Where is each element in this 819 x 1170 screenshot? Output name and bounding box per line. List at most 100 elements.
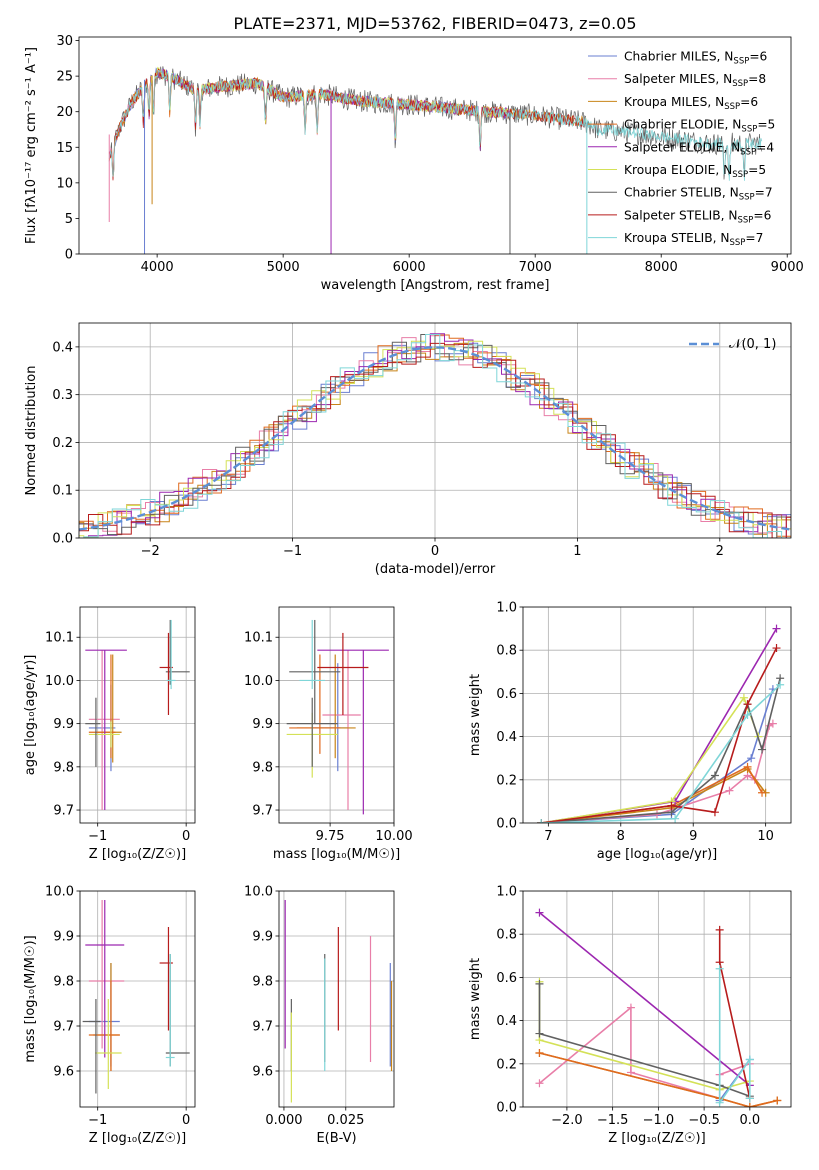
- weight-series: [540, 647, 778, 823]
- weight-series: [539, 1052, 778, 1107]
- weight-marker: [743, 700, 752, 709]
- y-tick-label: 9.9: [53, 930, 74, 945]
- y-axis-label: Flux [fλ10⁻¹⁷ erg cm⁻² s⁻¹ A⁻¹]: [24, 47, 39, 244]
- y-tick-label: 0: [65, 248, 73, 263]
- chart-age-vs-mass: 9.75 10.00 9.7 9.8 9.9 10.0 10.1 mass [log₁₀(M/…: [244, 606, 413, 862]
- weight-marker: [768, 719, 777, 728]
- x-axis-label: Z [log₁₀(Z/Z☉)]: [89, 1131, 186, 1146]
- x-tick-label: 9.75: [316, 829, 345, 844]
- y-axis-label: age [log₁₀(age/yr)]: [23, 655, 38, 776]
- y-tick-label: 10.0: [244, 674, 273, 689]
- weight-marker: [710, 771, 719, 780]
- x-tick-label: 6000: [393, 260, 426, 275]
- weight-marker: [535, 1029, 544, 1038]
- weight-marker: [715, 1098, 724, 1107]
- y-tick-label: 9.8: [53, 760, 74, 775]
- weight-marker: [535, 1079, 544, 1088]
- x-tick-label: 0.000: [265, 1113, 302, 1128]
- y-tick-label: 10.0: [45, 885, 74, 900]
- histogram-series: [79, 334, 791, 538]
- weight-series: [718, 968, 751, 1106]
- normal-curve: [79, 346, 791, 531]
- legend-label: Salpeter STELIB, NSSP=6: [624, 208, 771, 225]
- y-tick-label: 9.6: [53, 1065, 74, 1080]
- x-tick-label: 0: [182, 1113, 190, 1128]
- y-tick-label: 9.8: [53, 975, 74, 990]
- y-tick-label: 10.0: [45, 674, 74, 689]
- y-tick-label: 10.0: [244, 885, 273, 900]
- x-tick-label: 8: [617, 829, 625, 844]
- y-axis-label: mass weight: [468, 958, 483, 1040]
- chart-residuals: −2 −1 0 1 2 0.0 0.1 0.2 0.3 0.4 (data-model)/error…: [24, 322, 792, 577]
- x-tick-label: 8000: [645, 260, 678, 275]
- y-tick-label: 0.2: [52, 436, 73, 451]
- x-tick-label: −1.0: [643, 1113, 675, 1128]
- y-axis-label: Normed distribution: [24, 366, 39, 496]
- weight-series: [541, 684, 781, 823]
- weight-marker: [758, 745, 767, 754]
- data-point: [166, 619, 176, 690]
- weight-marker: [710, 808, 719, 817]
- x-tick-label: 0.0: [739, 1113, 760, 1128]
- weight-marker: [745, 1103, 754, 1107]
- data-point: [88, 721, 120, 748]
- axes-frame: [278, 606, 395, 824]
- spectrum-legend: Chabrier MILES, NSSP=6 Salpeter MILES, NS…: [588, 50, 775, 248]
- y-tick-label: 5: [65, 212, 73, 227]
- weight-marker: [626, 1003, 635, 1012]
- data-point: [296, 654, 356, 759]
- weight-marker: [772, 644, 781, 653]
- y-tick-label: 0.3: [52, 388, 73, 403]
- weight-marker: [745, 1055, 754, 1064]
- axes-frame: [79, 606, 196, 824]
- spectrum-line: [108, 66, 763, 180]
- legend-label: 𝒩(0, 1): [729, 337, 776, 352]
- y-tick-label: 0.8: [496, 928, 517, 943]
- x-tick-label: 7000: [519, 260, 552, 275]
- y-tick-label: 0.6: [496, 971, 517, 986]
- chart-spectrum: 4000 5000 6000 7000 8000 9000 0 5 10 15 20 25 30 wave…: [24, 34, 804, 293]
- y-tick-label: 0.2: [496, 1057, 517, 1072]
- axes-frame: [78, 36, 792, 255]
- plot-area: [523, 607, 791, 823]
- legend-label: Salpeter MILES, NSSP=8: [624, 72, 766, 89]
- y-tick-label: 9.8: [252, 760, 273, 775]
- y-tick-label: 0.8: [496, 644, 517, 659]
- axes-frame: [278, 890, 395, 1108]
- spectrum-line: [108, 67, 511, 177]
- y-tick-label: 0.0: [52, 532, 73, 547]
- x-tick-label: 7: [544, 829, 552, 844]
- weight-marker: [758, 788, 767, 797]
- y-tick-label: 25: [56, 70, 73, 85]
- chart-age-vs-Z: −1 0 9.7 9.8 9.9 10.0 10.1 Z [log₁₀(Z/Z☉)] age […: [23, 606, 196, 862]
- chart-mass-weight-vs-age: 7 8 9 10 0.0 0.2 0.4 0.6 0.8 1.0 age [log₁₀(age/yr…: [468, 601, 792, 862]
- weight-series: [538, 981, 751, 1091]
- legend-label: Salpeter ELODIE, NSSP=4: [624, 140, 774, 157]
- y-tick-label: 0.0: [496, 1101, 517, 1116]
- histogram-series: [79, 340, 791, 538]
- data-point: [317, 649, 389, 815]
- x-axis-label: wavelength [Angstrom, rest frame]: [321, 278, 550, 293]
- x-tick-label: −2.0: [551, 1113, 583, 1128]
- x-tick-label: −1: [88, 829, 107, 844]
- x-tick-label: 4000: [141, 260, 174, 275]
- legend-label: Chabrier STELIB, NSSP=7: [624, 186, 773, 203]
- chart-mass-weight-vs-Z: −2.0 −1.5 −1.0 −0.5 0.0 0.0 0.2 0.4 0.6 0.8 1.0 Z […: [468, 885, 792, 1146]
- weight-marker: [743, 762, 752, 771]
- data-point: [289, 654, 341, 754]
- data-point: [95, 654, 122, 763]
- spectrum-line: [108, 69, 511, 179]
- spectrum-line: [108, 68, 511, 179]
- weight-series: [541, 678, 781, 823]
- weight-marker: [725, 786, 734, 795]
- spectrum-line: [108, 69, 763, 181]
- weight-series: [538, 911, 751, 1087]
- y-tick-label: 30: [56, 34, 73, 49]
- y-tick-label: 20: [56, 105, 73, 120]
- weight-marker: [535, 1049, 544, 1057]
- data-point: [95, 999, 122, 1089]
- data-point: [159, 927, 173, 1031]
- plot-area: [108, 66, 763, 254]
- weight-marker: [535, 979, 544, 988]
- y-axis-label: mass weight: [468, 674, 483, 756]
